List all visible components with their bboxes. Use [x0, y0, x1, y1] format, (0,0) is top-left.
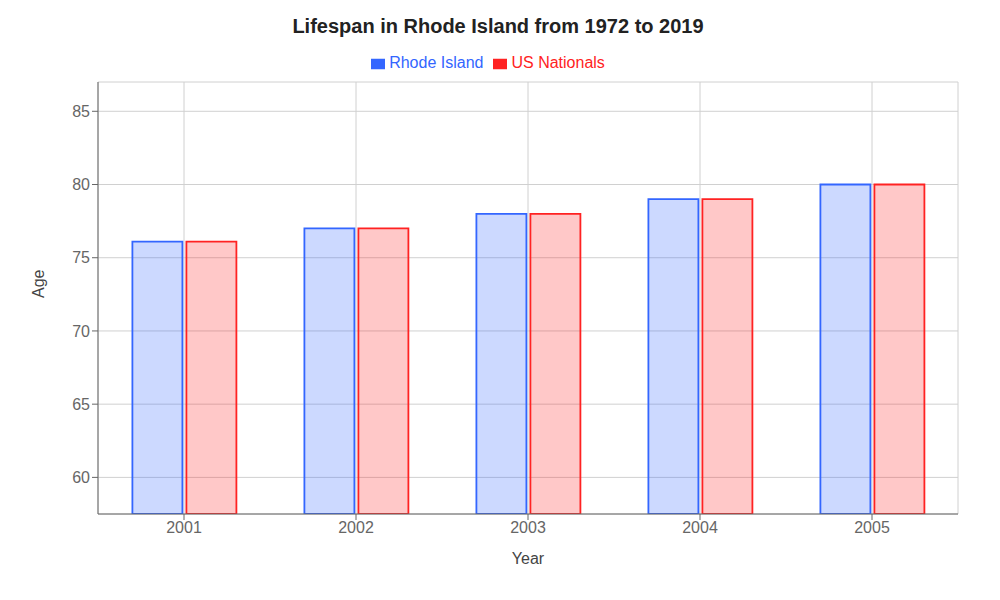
- svg-text:75: 75: [72, 249, 90, 266]
- html-text:US Nationals: US Nationals: [511, 54, 605, 71]
- html-text:Rhode Island: Rhode Island: [389, 54, 484, 71]
- html-text:Lifespan in Rhode Island from: Lifespan in Rhode Island from 1972 to 20…: [292, 15, 704, 37]
- svg-text:2001: 2001: [166, 519, 202, 536]
- svg-text:2002: 2002: [338, 519, 374, 536]
- svg-text:60: 60: [72, 469, 90, 486]
- svg-text:85: 85: [72, 103, 90, 120]
- svg-text:2005: 2005: [854, 519, 890, 536]
- svg-text:2004: 2004: [682, 519, 718, 536]
- svg-text:Year: Year: [512, 550, 545, 567]
- svg-text:2003: 2003: [510, 519, 546, 536]
- svg-text:65: 65: [72, 396, 90, 413]
- svg-text:Age: Age: [30, 269, 47, 298]
- svg-text:80: 80: [72, 176, 90, 193]
- svg-text:70: 70: [72, 323, 90, 340]
